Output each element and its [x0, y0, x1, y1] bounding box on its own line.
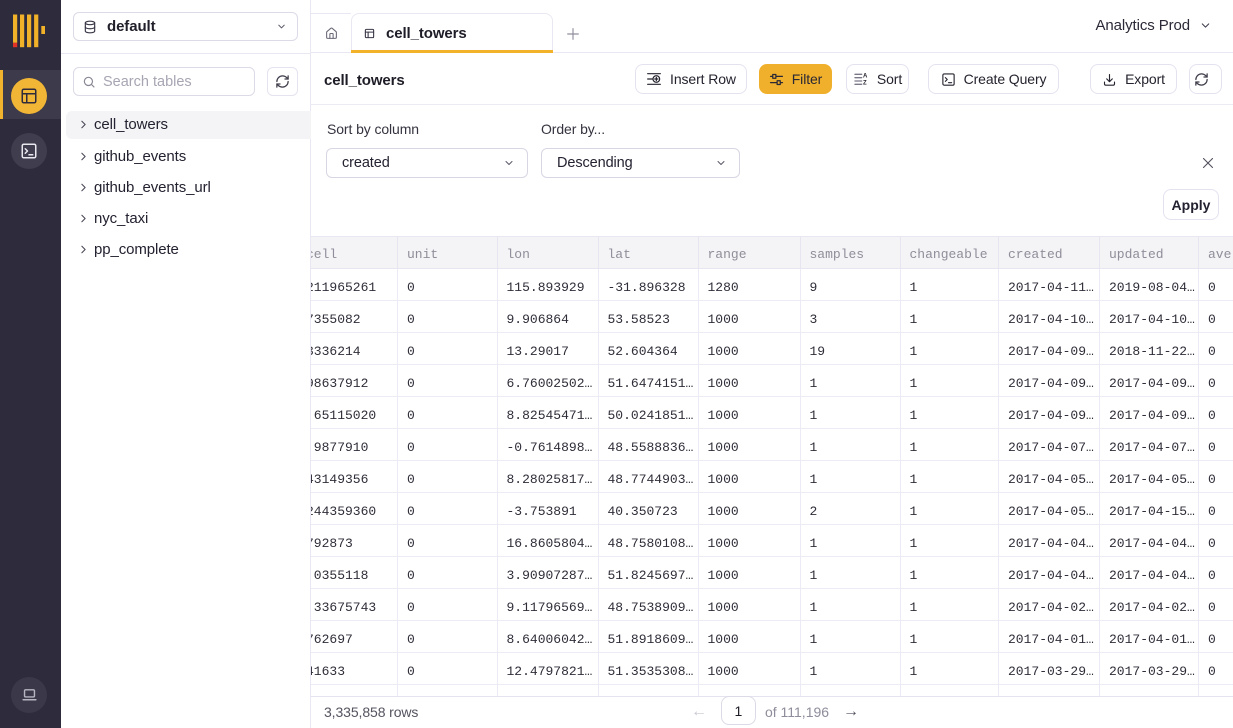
svg-text:Z: Z — [863, 80, 867, 86]
svg-text:A: A — [863, 73, 868, 79]
